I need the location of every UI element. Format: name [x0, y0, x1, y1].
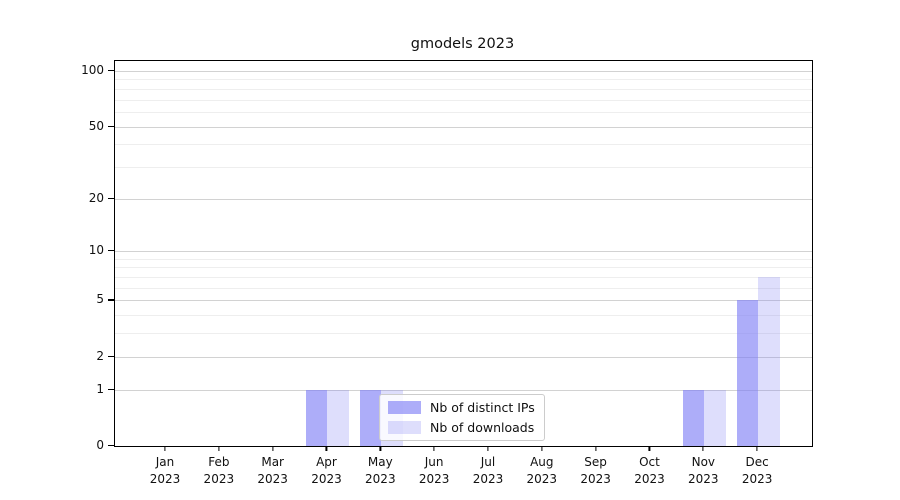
minor-gridline	[115, 287, 812, 289]
minor-gridline	[115, 333, 812, 335]
bar-distinct-ips-apr	[305, 389, 328, 446]
y-tick-mark	[108, 299, 114, 301]
bar-distinct-ips-nov	[682, 389, 705, 446]
legend-row-downloads: Nb of downloads	[388, 420, 535, 435]
legend-label-distinct-ips: Nb of distinct IPs	[430, 400, 535, 415]
legend: Nb of distinct IPs Nb of downloads	[379, 394, 545, 441]
minor-gridline	[115, 267, 812, 269]
major-gridline	[115, 71, 812, 73]
y-tick-label: 0	[96, 438, 104, 452]
x-tick-label: Apr 2023	[311, 455, 342, 487]
minor-gridline	[115, 277, 812, 279]
y-tick-mark	[108, 125, 114, 127]
x-tick-label: Oct 2023	[634, 455, 665, 487]
y-tick-label: 10	[88, 243, 104, 258]
y-tick-mark	[108, 197, 114, 199]
legend-label-downloads: Nb of downloads	[430, 420, 535, 435]
x-tick-mark	[218, 446, 220, 451]
y-tick-label: 100	[81, 63, 104, 78]
minor-gridline	[115, 79, 812, 81]
minor-gridline	[115, 99, 812, 101]
x-tick-label: Jun 2023	[418, 455, 450, 487]
minor-gridline	[115, 88, 812, 90]
x-tick-mark	[541, 446, 543, 451]
minor-gridline	[115, 166, 812, 168]
y-tick-mark	[108, 388, 114, 390]
y-tick-mark	[108, 355, 114, 357]
minor-gridline	[115, 144, 812, 146]
x-tick-mark	[164, 446, 166, 451]
y-tick-mark	[108, 250, 114, 252]
y-tick-label: 1	[96, 381, 104, 396]
x-tick-label: May 2023	[365, 455, 396, 487]
bar-downloads-dec	[758, 277, 780, 446]
x-tick-label: Dec 2023	[741, 455, 773, 487]
x-tick-label: Nov 2023	[688, 455, 719, 487]
x-tick-mark	[756, 446, 758, 451]
major-gridline	[115, 126, 812, 128]
minor-gridline	[115, 111, 812, 113]
major-gridline	[115, 356, 812, 358]
x-tick-label: Mar 2023	[257, 455, 288, 487]
y-tick-label: 5	[96, 292, 104, 307]
x-tick-label: Aug 2023	[526, 455, 558, 487]
x-tick-mark	[648, 446, 651, 451]
major-gridline	[115, 389, 812, 391]
y-tick-mark	[108, 445, 114, 447]
legend-swatch-downloads	[388, 421, 421, 434]
y-tick-label: 20	[88, 190, 104, 205]
bar-downloads-nov	[704, 389, 726, 446]
x-tick-mark	[702, 446, 704, 451]
y-tick-label: 50	[88, 118, 104, 133]
x-tick-label: Sep 2023	[580, 455, 611, 487]
plot-area: Nb of distinct IPs Nb of downloads	[114, 60, 813, 447]
x-tick-mark	[379, 446, 381, 451]
x-tick-label: Jan 2023	[149, 455, 181, 487]
legend-swatch-distinct-ips	[388, 401, 421, 414]
major-gridline	[115, 300, 812, 302]
x-tick-mark	[272, 446, 274, 451]
y-tick-label: 2	[96, 348, 104, 363]
x-tick-mark	[325, 446, 328, 451]
minor-gridline	[115, 258, 812, 260]
minor-gridline	[115, 315, 812, 317]
legend-row-distinct-ips: Nb of distinct IPs	[388, 400, 535, 415]
x-tick-mark	[487, 446, 489, 451]
bar-downloads-apr	[327, 389, 349, 446]
chart-title: gmodels 2023	[410, 36, 515, 52]
x-tick-label: Jul 2023	[472, 455, 504, 487]
major-gridline	[115, 251, 812, 253]
x-tick-mark	[433, 446, 435, 451]
y-tick-mark	[108, 70, 114, 72]
bar-distinct-ips-may	[359, 389, 382, 446]
x-tick-label: Feb 2023	[203, 455, 235, 487]
x-tick-mark	[595, 446, 597, 451]
major-gridline	[115, 198, 812, 200]
bar-distinct-ips-dec	[736, 300, 759, 446]
